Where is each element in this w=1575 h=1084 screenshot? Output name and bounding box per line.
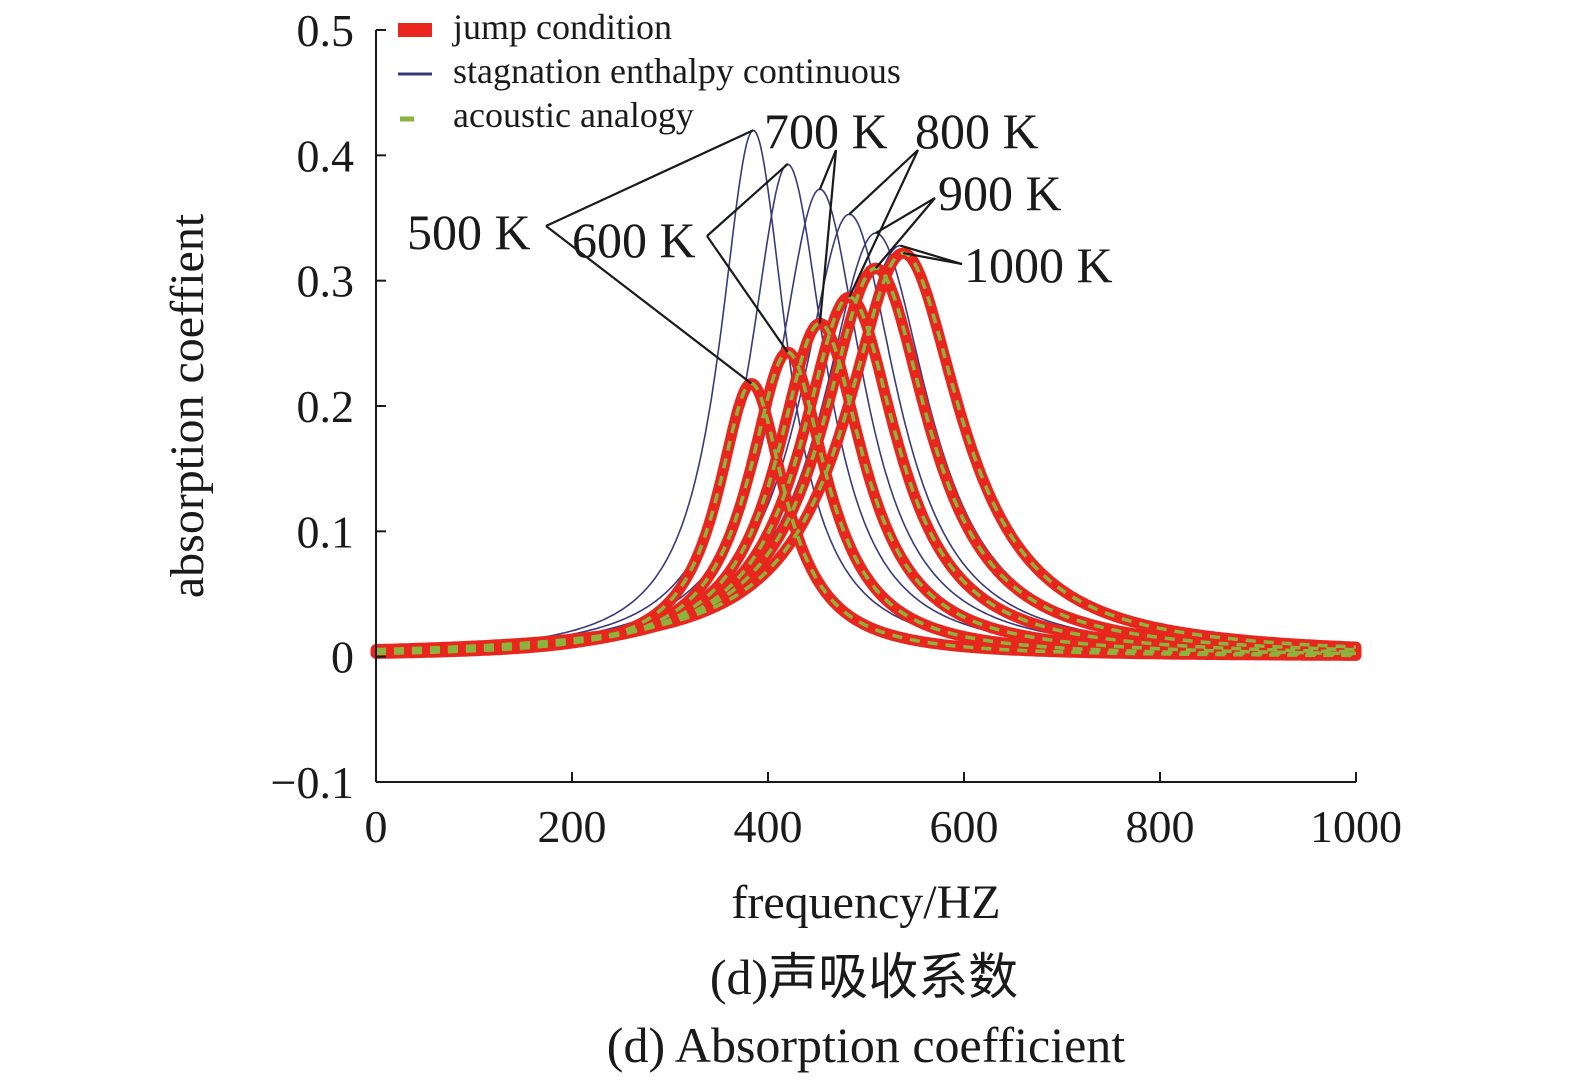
leader-line	[899, 244, 963, 266]
enthalpy-curve-900k	[375, 232, 1356, 651]
leader-line	[874, 197, 936, 269]
leader-line	[903, 252, 963, 266]
jump-curve-600k	[370, 346, 1362, 661]
x-tick-label: 600	[930, 801, 999, 852]
label-500k: 500 K	[407, 204, 531, 260]
leader-line	[706, 235, 789, 353]
y-tick-label: 0.3	[297, 256, 355, 307]
label-900k: 900 K	[938, 165, 1062, 221]
legend-label-acoustic-analogy: acoustic analogy	[453, 95, 694, 135]
x-axis-title: frequency/HZ	[731, 876, 1000, 929]
leader-line	[848, 149, 919, 298]
x-tick-label: 0	[365, 801, 388, 852]
acoustic-curve-700k	[376, 321, 1356, 656]
x-tick-label: 800	[1126, 801, 1195, 852]
acoustic-curve-600k	[376, 350, 1356, 657]
y-tick-label: 0.5	[297, 5, 355, 56]
ticks: 0 200 400 600 800 1000−0.100.10.20.30.40.5	[271, 5, 1402, 852]
legend-swatch-jump-condition	[398, 23, 432, 37]
label-700k: 700 K	[764, 103, 888, 159]
x-tick-label: 1000	[1310, 801, 1402, 852]
leader-line	[545, 225, 753, 385]
label-1000k: 1000 K	[964, 237, 1113, 293]
leader-line	[875, 197, 936, 234]
y-tick-label: 0.2	[297, 381, 355, 432]
caption-english: (d) Absorption coefficient	[607, 1017, 1125, 1073]
y-tick-label: 0.4	[297, 130, 355, 181]
temperature-labels: 500 K 600 K 700 K 800 K 900 K 1000 K	[407, 103, 1113, 293]
leader-line	[818, 149, 838, 324]
jump-curve-700k	[370, 317, 1362, 659]
label-600k: 600 K	[572, 212, 696, 268]
curves-layer	[370, 129, 1362, 661]
y-tick-label: 0	[331, 632, 354, 683]
leader-line	[818, 149, 838, 190]
label-800k: 800 K	[915, 103, 1039, 159]
acoustic-curve-1000k	[375, 251, 1357, 652]
jump-curve-500k	[370, 378, 1362, 661]
y-tick-label: 0.1	[297, 506, 355, 557]
leader-line	[848, 149, 919, 216]
legend-label-stagnation-enthalpy: stagnation enthalpy continuous	[453, 51, 901, 91]
x-tick-label: 400	[734, 801, 803, 852]
label-leader-lines	[545, 129, 963, 385]
caption-chinese: (d)声吸收系数	[710, 949, 1018, 1005]
x-tick-label: 200	[538, 801, 607, 852]
leader-line	[545, 129, 754, 227]
acoustic-curve-500k	[376, 381, 1356, 658]
legend-label-jump-condition: jump condition	[451, 7, 672, 47]
legend: jump condition stagnation enthalpy conti…	[398, 7, 901, 135]
y-tick-label: −0.1	[271, 757, 354, 808]
y-axis-title: absorption coeffient	[161, 213, 214, 598]
leader-line	[706, 163, 789, 237]
